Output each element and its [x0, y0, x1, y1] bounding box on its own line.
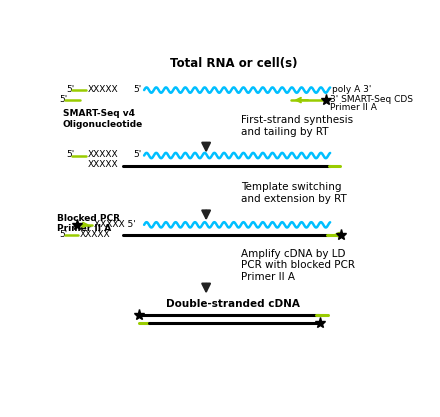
- Text: SMART-Seq v4
Oligonucleotide: SMART-Seq v4 Oligonucleotide: [63, 109, 143, 129]
- Text: XXXXX 5': XXXXX 5': [94, 220, 136, 229]
- Text: First-strand synthesis
and tailing by RT: First-strand synthesis and tailing by RT: [241, 116, 353, 137]
- Text: Double-stranded cDNA: Double-stranded cDNA: [166, 299, 300, 309]
- Text: 5': 5': [66, 85, 74, 94]
- Text: 5': 5': [59, 230, 67, 239]
- Text: XXXXX: XXXXX: [88, 85, 118, 94]
- Text: Blocked PCR
Primer II A: Blocked PCR Primer II A: [57, 214, 120, 234]
- Text: 5': 5': [66, 150, 74, 159]
- Text: Template switching
and extension by RT: Template switching and extension by RT: [241, 183, 347, 204]
- Text: 5': 5': [59, 95, 67, 104]
- Text: XXXXX: XXXXX: [88, 150, 118, 159]
- Text: Primer II A: Primer II A: [330, 103, 377, 112]
- Text: Amplify cDNA by LD
PCR with blocked PCR
Primer II A: Amplify cDNA by LD PCR with blocked PCR …: [241, 249, 355, 282]
- Text: 5': 5': [134, 150, 142, 159]
- Text: XXXXX: XXXXX: [80, 230, 110, 239]
- Text: 5': 5': [134, 85, 142, 94]
- Text: XXXXX: XXXXX: [88, 160, 118, 169]
- Text: Total RNA or cell(s): Total RNA or cell(s): [169, 57, 297, 70]
- Text: 3' SMART-Seq CDS: 3' SMART-Seq CDS: [330, 95, 413, 104]
- Text: poly A 3': poly A 3': [333, 85, 372, 94]
